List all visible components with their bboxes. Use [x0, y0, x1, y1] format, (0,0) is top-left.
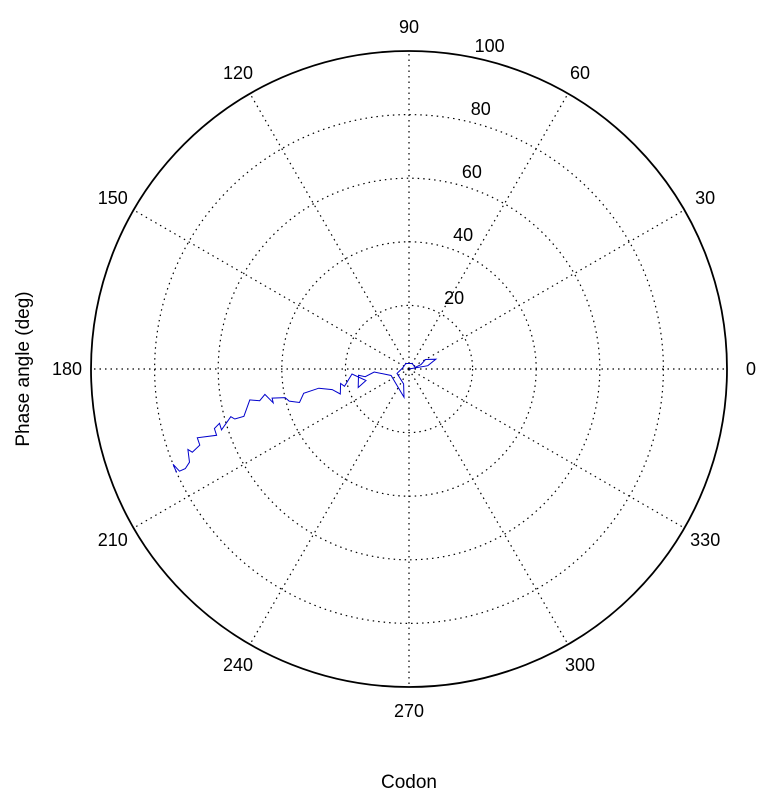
outer-circle [90, 50, 728, 688]
radius-tick-label: 60 [462, 162, 482, 182]
spoke-line-300 [408, 368, 569, 645]
angle-tick-label: 180 [52, 359, 82, 379]
y-axis-label: Phase angle (deg) [13, 291, 34, 446]
series-line-0 [172, 358, 438, 473]
spoke-line-210 [133, 368, 410, 529]
radius-tick-label: 20 [444, 288, 464, 308]
radius-tick-label: 80 [471, 99, 491, 119]
angle-tick-label: 90 [399, 17, 419, 37]
spoke-line-30 [408, 209, 685, 370]
angle-tick-label: 120 [223, 63, 253, 83]
spoke-line-150 [133, 209, 410, 370]
angle-tick-label: 60 [570, 63, 590, 83]
angle-tick-label: 150 [98, 188, 128, 208]
ring-40 [281, 241, 537, 497]
polar-grid [90, 50, 728, 688]
ring-20 [344, 304, 474, 434]
ring-80 [154, 114, 664, 624]
angle-tick-label: 300 [565, 655, 595, 675]
angle-tick-label: 0 [746, 359, 756, 379]
angle-tick-label: 210 [98, 530, 128, 550]
radius-tick-label: 100 [475, 36, 505, 56]
angle-tick-label: 30 [695, 188, 715, 208]
x-axis-label: Codon [381, 772, 437, 793]
angle-tick-label: 330 [690, 530, 720, 550]
tick-labels: 0 30 60 90 120 150 180 210 240 270 300 330 20 40 60 80 1… [52, 17, 756, 721]
spoke-line-60 [408, 93, 569, 370]
angle-tick-label: 270 [394, 701, 424, 721]
angle-tick-label: 240 [223, 655, 253, 675]
data-line-layer [172, 358, 438, 473]
ring-60 [217, 177, 601, 561]
spoke-line-330 [408, 368, 685, 529]
spoke-line-240 [249, 368, 410, 645]
radius-tick-label: 40 [453, 225, 473, 245]
spoke-line-120 [249, 93, 410, 370]
